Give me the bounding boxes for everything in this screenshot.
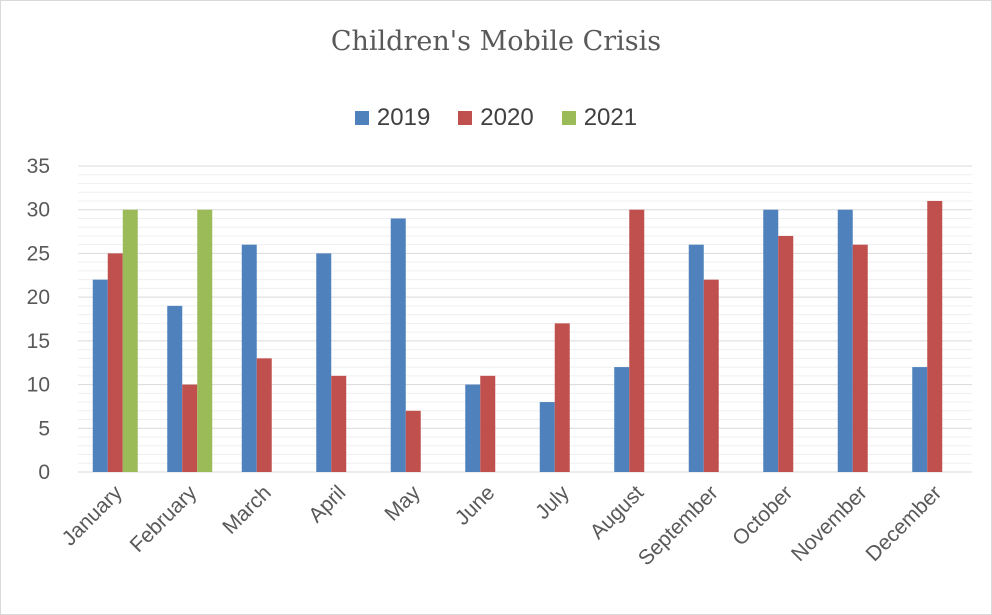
bar-2020-august <box>629 209 645 472</box>
y-tick-label: 35 <box>27 155 50 178</box>
legend-swatch-2020 <box>458 111 473 125</box>
y-tick-label: 20 <box>27 286 50 309</box>
bar-2019-april <box>316 253 332 472</box>
bar-2020-february <box>182 384 198 472</box>
legend-swatch-2019 <box>354 111 369 125</box>
bar-2020-november <box>852 244 868 472</box>
legend-swatch-2021 <box>561 111 576 125</box>
chart-legend: 2019 2020 2021 <box>0 104 992 132</box>
x-tick-label: July <box>531 481 574 524</box>
x-tick-label: December <box>862 481 947 566</box>
bar-2019-may <box>390 218 406 472</box>
bar-2021-january <box>122 209 138 472</box>
y-tick-label: 15 <box>27 330 50 353</box>
x-tick-label: August <box>586 481 649 544</box>
bar-2019-march <box>241 244 257 472</box>
bar-2019-november <box>837 209 853 472</box>
x-tick-label: January <box>58 481 127 550</box>
legend-item-2021: 2021 <box>561 104 638 132</box>
legend-item-2019: 2019 <box>354 104 431 132</box>
x-tick-label: September <box>634 481 723 570</box>
bar-2019-september <box>688 244 704 472</box>
bar-2021-february <box>197 209 213 472</box>
bar-2020-december <box>927 200 943 472</box>
bar-2020-june <box>480 375 496 472</box>
x-tick-label: October <box>728 481 797 550</box>
bar-2019-february <box>167 305 183 472</box>
legend-item-2020: 2020 <box>458 104 534 132</box>
bar-2019-december <box>912 367 928 472</box>
x-tick-label: March <box>218 481 276 539</box>
bar-2020-october <box>778 235 794 472</box>
x-tick-label: April <box>304 481 350 527</box>
legend-label-2020: 2020 <box>480 104 534 131</box>
chart-title: Children's Mobile Crisis <box>330 26 662 57</box>
bar-2020-january <box>107 253 123 472</box>
y-tick-label: 30 <box>27 199 50 222</box>
bar-2020-april <box>331 375 347 472</box>
x-tick-label: June <box>451 481 499 529</box>
y-tick-label: 0 <box>38 461 50 484</box>
y-tick-label: 25 <box>27 242 50 265</box>
bar-2019-october <box>763 209 779 472</box>
y-tick-label: 10 <box>27 374 50 397</box>
y-tick-label: 5 <box>38 417 50 440</box>
bar-2020-september <box>703 279 719 472</box>
bar-2020-july <box>554 323 570 472</box>
bar-2019-june <box>465 384 481 472</box>
x-tick-label: November <box>787 481 872 566</box>
bar-2020-may <box>405 410 421 472</box>
bar-2020-march <box>256 358 272 472</box>
legend-label-2021: 2021 <box>583 104 638 131</box>
bar-2019-august <box>614 367 630 472</box>
bar-2019-january <box>92 279 108 472</box>
x-tick-label: February <box>126 481 202 557</box>
x-tick-label: May <box>380 481 425 526</box>
legend-label-2019: 2019 <box>376 104 431 131</box>
bar-2019-july <box>539 402 555 472</box>
